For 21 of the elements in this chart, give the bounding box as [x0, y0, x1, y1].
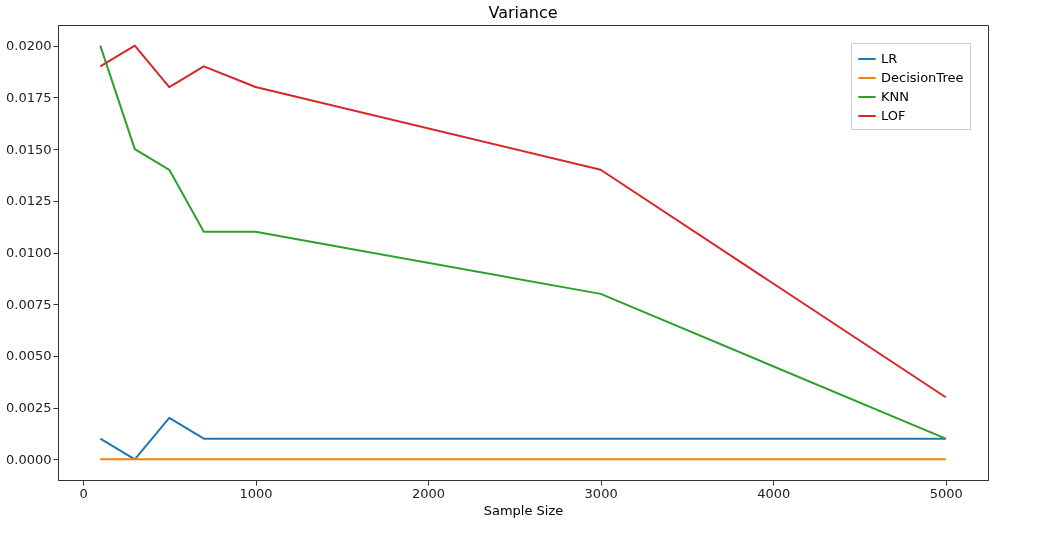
legend-label: LOF: [881, 108, 906, 123]
y-tick-label: 0.0200: [6, 38, 52, 54]
legend-label: DecisionTree: [881, 70, 964, 85]
y-tick-label: 0.0050: [6, 348, 52, 364]
y-tick-label: 0.0175: [6, 89, 52, 105]
legend-label: KNN: [881, 89, 909, 104]
y-tick-label: 0.0000: [6, 451, 52, 467]
y-tick-label: 0.0100: [6, 245, 52, 260]
legend-label: LR: [881, 51, 898, 66]
x-tick-label: 0: [79, 485, 88, 501]
chart-title: Variance: [488, 3, 558, 22]
x-tick-label: 5000: [929, 485, 963, 501]
y-tick-label: 0.0025: [6, 400, 52, 416]
x-tick-label: 2000: [412, 485, 446, 501]
x-axis-title: Sample Size: [483, 502, 564, 518]
x-tick-label: 1000: [239, 485, 273, 501]
y-tick-label: 0.0150: [6, 141, 52, 157]
y-tick-label: 0.0125: [6, 193, 52, 209]
y-tick-label: 0.0075: [6, 296, 52, 312]
x-tick-label: 4000: [757, 485, 791, 501]
x-tick-label: 3000: [584, 485, 618, 501]
